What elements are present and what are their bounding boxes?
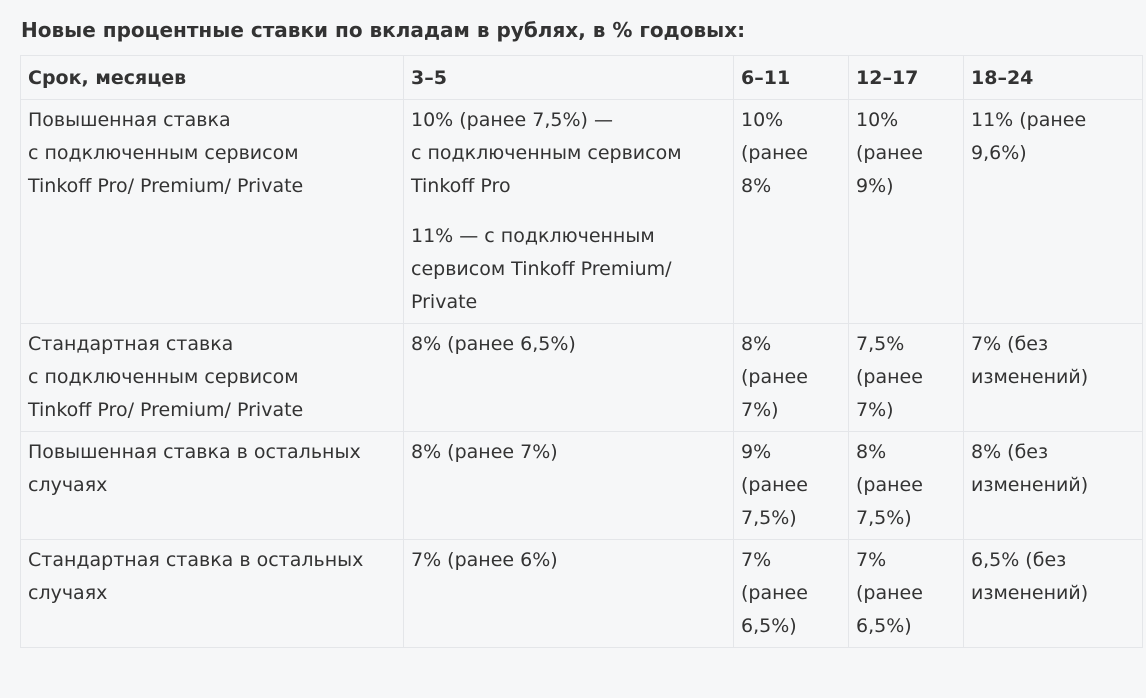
cell-line: случаях — [28, 474, 108, 496]
cell-6-11: 7% (ранее 6,5%) — [733, 539, 849, 648]
cell-line: 7% (ранее 6%) — [411, 549, 558, 571]
cell-line: Стандартная ставка — [28, 333, 234, 355]
cell-12-17: 10% (ранее 9%) — [848, 99, 964, 324]
cell-3-5: 8% (ранее 6,5%) — [403, 323, 734, 432]
cell-3-5: 7% (ранее 6%) — [403, 539, 734, 648]
row-label: Стандартная ставка в остальных случаях — [20, 539, 404, 648]
cell-line: (ранее — [741, 474, 808, 496]
cell-line: 6,5%) — [741, 615, 797, 637]
cell-6-11: 9% (ранее 7,5%) — [733, 431, 849, 540]
cell-line: Tinkoff Pro/ Premium/ Private — [28, 175, 304, 197]
cell-line: сервисом Tinkoff Premium/ — [411, 258, 672, 280]
cell-line: изменений) — [971, 366, 1089, 388]
cell-line: 8% — [741, 333, 772, 355]
cell-line: 6,5%) — [856, 615, 912, 637]
cell-line: с подключенным сервисом — [28, 142, 299, 164]
cell-3-5: 10% (ранее 7,5%) — с подключенным сервис… — [403, 99, 734, 324]
row-label: Повышенная ставка с подключенным сервисо… — [20, 99, 404, 324]
cell-line: 11% — с подключенным — [411, 225, 655, 247]
cell-line: Повышенная ставка — [28, 109, 231, 131]
cell-line: 8% (ранее 7%) — [411, 441, 558, 463]
cell-6-11: 10% (ранее 8% — [733, 99, 849, 324]
table-caption: Новые процентные ставки по вкладам в руб… — [21, 18, 746, 42]
cell-line: 7,5% — [856, 333, 905, 355]
cell-line: изменений) — [971, 474, 1089, 496]
cell-18-24: 8% (без изменений) — [963, 431, 1143, 540]
cell-line: 7%) — [741, 399, 779, 421]
cell-line: (ранее — [856, 142, 923, 164]
cell-line: 7%) — [856, 399, 894, 421]
deposit-rates-table: Срок, месяцев 3–5 6–11 12–17 18–24 Повыш… — [20, 55, 1143, 648]
cell-line: (ранее — [856, 582, 923, 604]
cell-line: с подключенным сервисом — [28, 366, 299, 388]
cell-line: с подключенным сервисом — [411, 142, 682, 164]
header-12-17: 12–17 — [848, 55, 964, 100]
table-header-row: Срок, месяцев 3–5 6–11 12–17 18–24 — [20, 55, 1143, 100]
cell-line: (ранее — [856, 474, 923, 496]
cell-line: Private — [411, 291, 478, 313]
cell-line: 7,5%) — [741, 507, 797, 529]
row-label: Повышенная ставка в остальных случаях — [20, 431, 404, 540]
table-row: Стандартная ставка в остальных случаях 7… — [20, 539, 1143, 648]
cell-line: 7% — [741, 549, 772, 571]
cell-line: 8% (без — [971, 441, 1049, 463]
cell-line: 7% — [856, 549, 887, 571]
row-label: Стандартная ставка с подключенным сервис… — [20, 323, 404, 432]
cell-line: 8% — [856, 441, 887, 463]
cell-line: 11% (ранее — [971, 109, 1087, 131]
cell-line: 9% — [741, 441, 772, 463]
cell-18-24: 6,5% (без изменений) — [963, 539, 1143, 648]
cell-line: 10% — [741, 109, 784, 131]
cell-12-17: 8% (ранее 7,5%) — [848, 431, 964, 540]
table-row: Повышенная ставка с подключенным сервисо… — [20, 99, 1143, 324]
cell-12-17: 7% (ранее 6,5%) — [848, 539, 964, 648]
cell-line: 9,6%) — [971, 142, 1027, 164]
cell-paragraph: 10% (ранее 7,5%) — с подключенным сервис… — [411, 104, 726, 203]
cell-line: 7% (без — [971, 333, 1049, 355]
cell-line: Tinkoff Pro — [411, 175, 511, 197]
cell-line: Tinkoff Pro/ Premium/ Private — [28, 399, 304, 421]
cell-line: 8% — [741, 175, 772, 197]
cell-paragraph: 11% — с подключенным сервисом Tinkoff Pr… — [411, 220, 726, 319]
header-6-11: 6–11 — [733, 55, 849, 100]
cell-line: 10% (ранее 7,5%) — — [411, 109, 613, 131]
cell-line: 9%) — [856, 175, 894, 197]
cell-line: (ранее — [741, 142, 808, 164]
table-row: Повышенная ставка в остальных случаях 8%… — [20, 431, 1143, 540]
cell-line: 10% — [856, 109, 899, 131]
cell-line: (ранее — [856, 366, 923, 388]
cell-line: Повышенная ставка в остальных — [28, 441, 361, 463]
cell-18-24: 11% (ранее 9,6%) — [963, 99, 1143, 324]
cell-12-17: 7,5% (ранее 7%) — [848, 323, 964, 432]
cell-line: 6,5% (без — [971, 549, 1067, 571]
cell-line: 7,5%) — [856, 507, 912, 529]
cell-18-24: 7% (без изменений) — [963, 323, 1143, 432]
cell-line: Стандартная ставка в остальных — [28, 549, 364, 571]
cell-line: 8% (ранее 6,5%) — [411, 333, 576, 355]
header-term: Срок, месяцев — [20, 55, 404, 100]
header-3-5: 3–5 — [403, 55, 734, 100]
cell-line: случаях — [28, 582, 108, 604]
table-row: Стандартная ставка с подключенным сервис… — [20, 323, 1143, 432]
cell-6-11: 8% (ранее 7%) — [733, 323, 849, 432]
cell-line: изменений) — [971, 582, 1089, 604]
cell-line: (ранее — [741, 582, 808, 604]
header-18-24: 18–24 — [963, 55, 1143, 100]
cell-3-5: 8% (ранее 7%) — [403, 431, 734, 540]
cell-line: (ранее — [741, 366, 808, 388]
